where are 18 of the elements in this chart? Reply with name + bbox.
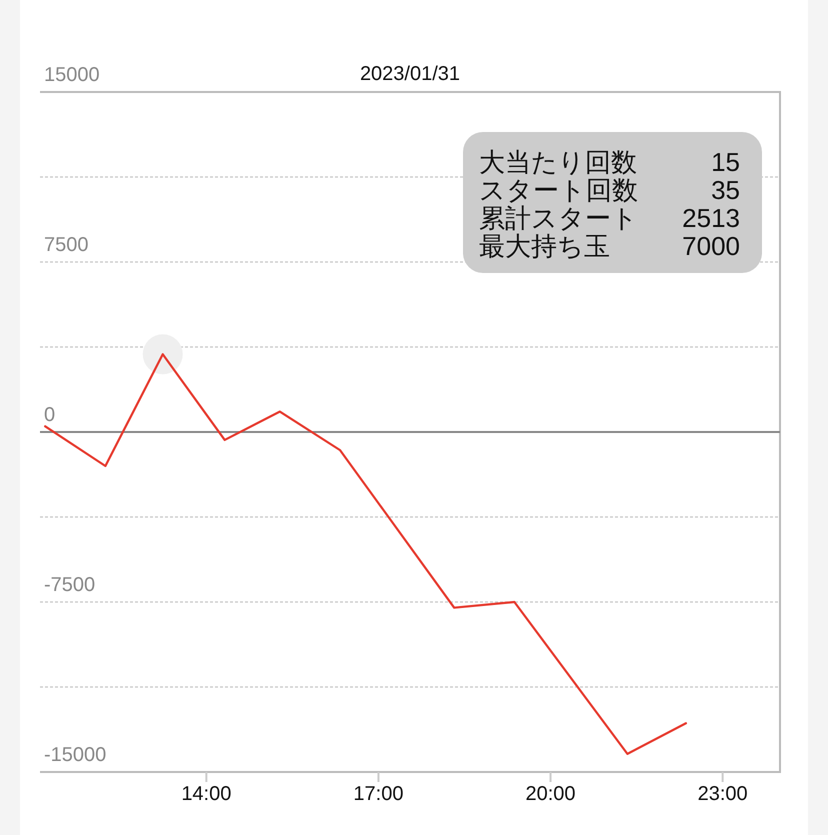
annotation: 2513	[682, 203, 740, 233]
y-tick-label: -15000	[44, 744, 106, 766]
annotation: 7000	[682, 231, 740, 261]
y-tick-label: -7500	[44, 574, 96, 596]
annotation: 大当たり回数	[479, 147, 637, 177]
annotation: 15	[711, 147, 740, 177]
y-tick-label: 0	[44, 404, 56, 426]
x-tick-label: 23:00	[698, 783, 748, 805]
x-tick-label: 14:00	[181, 783, 232, 805]
x-tick-label: 20:00	[526, 783, 576, 805]
y-tick-label: 7500	[44, 234, 88, 256]
annotation: 最大持ち玉	[479, 231, 610, 261]
annotation: スタート回数	[479, 175, 638, 205]
y-tick-label: 15000	[44, 64, 100, 86]
chart-title: 2023/01/31	[360, 63, 460, 85]
x-tick-label: 17:00	[353, 783, 404, 805]
annotation: 累計スタート	[479, 203, 638, 233]
annotation: 35	[711, 175, 740, 205]
